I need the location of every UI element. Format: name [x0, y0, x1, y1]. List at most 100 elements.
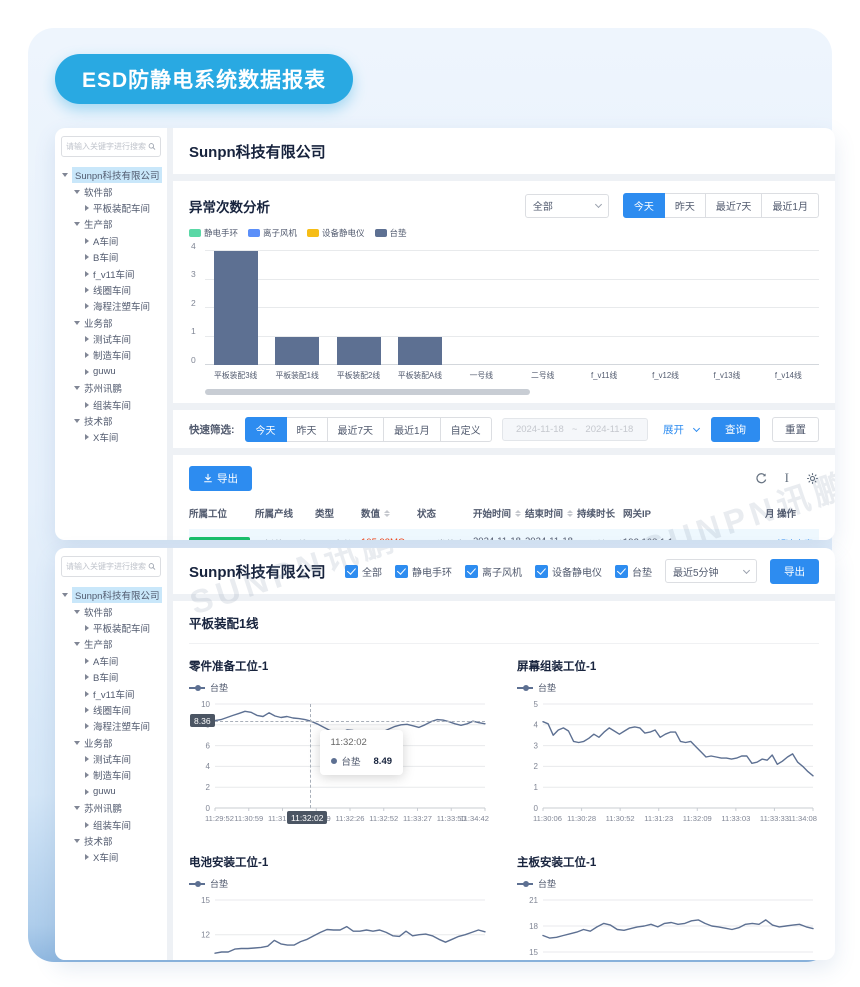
tree-expanded-icon[interactable]: [74, 419, 80, 424]
tree-item-16[interactable]: X车间: [61, 849, 161, 865]
col-gateway-ip[interactable]: 网关IP: [623, 509, 651, 520]
tree-item-1[interactable]: 软件部: [61, 603, 161, 619]
table-row[interactable]: 屏幕组装工位-1 平板装配1线 台垫 105.93MΩ 异常状态 2024-11…: [189, 529, 819, 540]
col-end-time[interactable]: 结束时间: [525, 506, 577, 520]
tree-item-12[interactable]: guwu: [61, 784, 161, 800]
col-duration[interactable]: 持续时长: [577, 509, 616, 520]
tab-1[interactable]: 昨天: [285, 416, 328, 442]
tree-expanded-icon[interactable]: [74, 642, 80, 647]
tree-item-15[interactable]: 技术部: [61, 413, 161, 429]
tree-expanded-icon[interactable]: [62, 593, 68, 598]
tree-item-4[interactable]: A车间: [61, 653, 161, 669]
tree-item-2[interactable]: 平板装配车间: [61, 620, 161, 636]
line-chart-plot[interactable]: 0 1 2 3 4 5 11:30:06 11:30:28 11:30:52 11:31:23 11…: [517, 696, 817, 836]
tree-collapsed-icon[interactable]: [85, 788, 89, 795]
checkbox-3[interactable]: 设备静电仪: [535, 564, 602, 579]
tree-collapsed-icon[interactable]: [85, 657, 89, 664]
export-button[interactable]: 导出: [770, 558, 819, 584]
legend-item[interactable]: 静电手环: [189, 227, 238, 239]
tree-item-8[interactable]: 海程注塑车间: [61, 298, 161, 314]
checkbox-4[interactable]: 台垫: [615, 564, 652, 579]
col-status[interactable]: 状态: [417, 509, 437, 520]
tab-3[interactable]: 最近1月: [383, 416, 441, 442]
tab-4[interactable]: 自定义: [439, 416, 492, 442]
col-start-time[interactable]: 开始时间: [473, 506, 525, 520]
tree-search-input[interactable]: [61, 136, 161, 157]
tab-0[interactable]: 今天: [622, 193, 665, 218]
tree-item-5[interactable]: B车间: [61, 249, 161, 265]
tree-expanded-icon[interactable]: [74, 806, 80, 811]
tree-collapsed-icon[interactable]: [85, 772, 89, 779]
sort-icon[interactable]: [567, 509, 574, 517]
tree-item-9[interactable]: 业务部: [61, 315, 161, 331]
tree-item-3[interactable]: 生产部: [61, 216, 161, 232]
tree-collapsed-icon[interactable]: [85, 368, 89, 375]
checkbox-checked-icon[interactable]: [615, 564, 628, 578]
col-line[interactable]: 所属产线: [255, 509, 294, 520]
column-settings-icon[interactable]: I: [784, 470, 789, 485]
tree-collapsed-icon[interactable]: [85, 303, 89, 310]
reset-button[interactable]: 重置: [772, 416, 819, 442]
tree-collapsed-icon[interactable]: [85, 204, 89, 211]
tree-collapsed-icon[interactable]: [85, 237, 89, 244]
refresh-icon[interactable]: [755, 472, 768, 485]
tree-item-5[interactable]: B车间: [61, 669, 161, 685]
tree-item-3[interactable]: 生产部: [61, 636, 161, 652]
legend-item[interactable]: 台垫: [374, 227, 407, 239]
device-type-select[interactable]: 全部: [524, 193, 609, 218]
line-chart-plot[interactable]: 024681011:29:5211:30:5911:31:3211:32:091…: [189, 696, 489, 836]
tree-item-12[interactable]: guwu: [61, 364, 161, 380]
tree-item-14[interactable]: 组装车间: [61, 396, 161, 412]
tree-expanded-icon[interactable]: [62, 173, 68, 178]
tree-item-6[interactable]: f_v11车间: [61, 685, 161, 701]
tree-item-6[interactable]: f_v11车间: [61, 265, 161, 281]
col-type[interactable]: 类型: [315, 509, 335, 520]
tree-collapsed-icon[interactable]: [85, 723, 89, 730]
tree-item-16[interactable]: X车间: [61, 429, 161, 445]
tree-collapsed-icon[interactable]: [85, 434, 89, 441]
tree-collapsed-icon[interactable]: [85, 254, 89, 261]
tree-expanded-icon[interactable]: [74, 740, 80, 745]
line-chart-plot[interactable]: 691215: [189, 892, 489, 960]
tree-item-2[interactable]: 平板装配车间: [61, 200, 161, 216]
tab-2[interactable]: 最近7天: [326, 416, 385, 442]
tree-item-1[interactable]: 软件部: [61, 183, 161, 199]
tab-2[interactable]: 最近7天: [704, 193, 763, 218]
tree-expanded-icon[interactable]: [74, 189, 80, 194]
tree-collapsed-icon[interactable]: [85, 286, 89, 293]
tree-expanded-icon[interactable]: [74, 386, 80, 391]
tree-collapsed-icon[interactable]: [85, 756, 89, 763]
tab-1[interactable]: 昨天: [663, 193, 706, 218]
interval-select[interactable]: 最近5分钟: [665, 559, 757, 583]
legend-item[interactable]: 设备静电仪: [307, 227, 365, 239]
tree-item-13[interactable]: 苏州讯鹏: [61, 800, 161, 816]
chart-horizontal-scrollbar[interactable]: [205, 389, 531, 395]
bar-0[interactable]: [213, 251, 258, 365]
tree-collapsed-icon[interactable]: [85, 270, 89, 277]
tree-collapsed-icon[interactable]: [85, 690, 89, 697]
tree-item-7[interactable]: 线圈车间: [61, 702, 161, 718]
checkbox-checked-icon[interactable]: [535, 564, 548, 578]
tree-item-13[interactable]: 苏州讯鹏: [61, 380, 161, 396]
tree-item-4[interactable]: A车间: [61, 233, 161, 249]
query-button[interactable]: 查询: [711, 416, 760, 442]
export-button[interactable]: 导出: [189, 465, 252, 491]
tree-item-9[interactable]: 业务部: [61, 735, 161, 751]
sort-icon[interactable]: [384, 509, 391, 517]
expand-link[interactable]: 展开: [663, 422, 701, 437]
checkbox-2[interactable]: 离子风机: [465, 564, 522, 579]
tree-collapsed-icon[interactable]: [85, 706, 89, 713]
tree-expanded-icon[interactable]: [74, 609, 80, 614]
tree-collapsed-icon[interactable]: [85, 336, 89, 343]
tree-expanded-icon[interactable]: [74, 320, 80, 325]
tree-item-11[interactable]: 制造车间: [61, 347, 161, 363]
tree-collapsed-icon[interactable]: [85, 401, 89, 408]
checkbox-checked-icon[interactable]: [465, 564, 478, 578]
tree-item-10[interactable]: 测试车间: [61, 751, 161, 767]
col-value[interactable]: 数值: [361, 506, 417, 520]
tree-item-7[interactable]: 线圈车间: [61, 282, 161, 298]
bar-1[interactable]: [275, 336, 320, 365]
bar-3[interactable]: [397, 336, 442, 365]
gear-icon[interactable]: [806, 472, 819, 485]
tree-collapsed-icon[interactable]: [85, 624, 89, 631]
